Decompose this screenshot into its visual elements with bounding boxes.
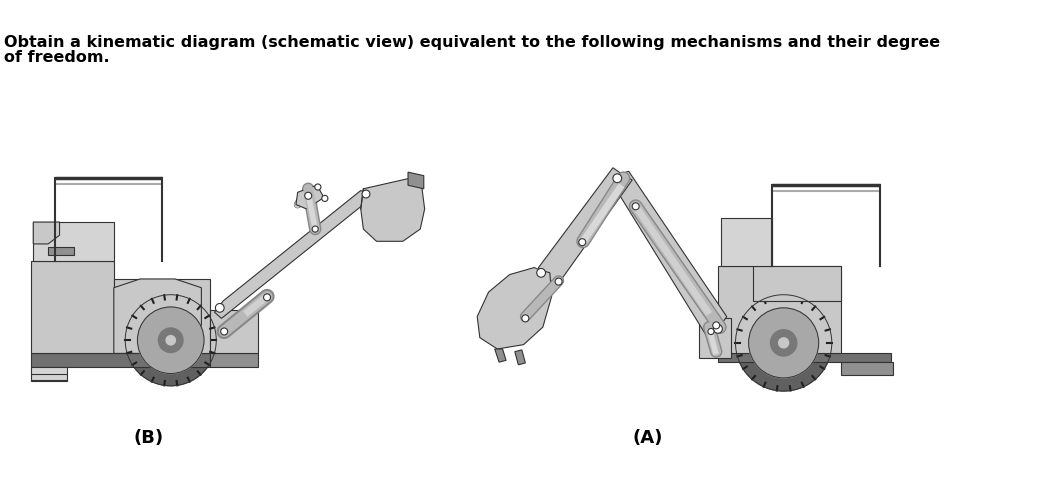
Circle shape [263, 294, 270, 301]
Circle shape [137, 307, 204, 374]
Polygon shape [613, 172, 726, 341]
Circle shape [555, 279, 562, 285]
Polygon shape [34, 223, 60, 244]
Polygon shape [539, 168, 632, 284]
Circle shape [713, 322, 720, 329]
Polygon shape [408, 173, 423, 189]
Circle shape [522, 315, 529, 322]
Polygon shape [495, 349, 506, 363]
Polygon shape [296, 186, 324, 209]
Text: of freedom.: of freedom. [4, 50, 110, 64]
Circle shape [736, 295, 832, 391]
Circle shape [216, 304, 224, 313]
Circle shape [166, 336, 175, 345]
Circle shape [707, 329, 714, 335]
Circle shape [362, 191, 370, 199]
Circle shape [221, 328, 227, 335]
Polygon shape [114, 280, 201, 354]
Circle shape [748, 308, 818, 378]
Polygon shape [721, 218, 772, 266]
Polygon shape [699, 319, 732, 358]
Polygon shape [215, 191, 372, 319]
Circle shape [125, 295, 216, 386]
Polygon shape [34, 223, 114, 262]
Polygon shape [30, 354, 211, 367]
Polygon shape [30, 262, 114, 354]
Circle shape [158, 328, 183, 353]
Circle shape [779, 338, 789, 348]
Polygon shape [515, 350, 525, 365]
Circle shape [537, 269, 546, 278]
Text: Obtain a kinematic diagram (schematic view) equivalent to the following mechanis: Obtain a kinematic diagram (schematic vi… [4, 35, 940, 50]
Polygon shape [718, 266, 840, 354]
Polygon shape [211, 310, 258, 354]
Polygon shape [48, 247, 74, 256]
Bar [30, 367, 67, 382]
Polygon shape [477, 268, 551, 349]
Circle shape [305, 193, 311, 200]
Polygon shape [840, 363, 893, 375]
Circle shape [312, 226, 319, 233]
Polygon shape [211, 354, 258, 367]
Polygon shape [114, 280, 211, 354]
Text: (B): (B) [134, 428, 163, 446]
Polygon shape [754, 266, 840, 301]
Circle shape [578, 239, 586, 246]
Polygon shape [361, 179, 424, 242]
Circle shape [632, 203, 639, 210]
Polygon shape [718, 354, 892, 363]
Circle shape [314, 184, 321, 191]
Circle shape [714, 325, 722, 334]
Circle shape [770, 330, 796, 356]
Circle shape [613, 175, 621, 183]
Text: (A): (A) [633, 428, 663, 446]
Circle shape [322, 196, 328, 202]
